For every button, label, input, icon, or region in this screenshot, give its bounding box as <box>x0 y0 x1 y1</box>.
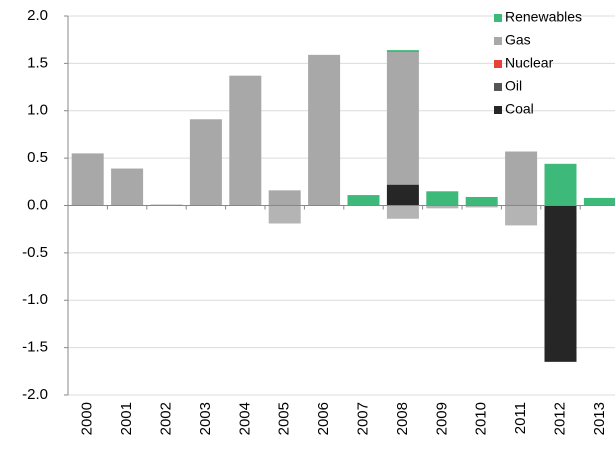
legend-swatch <box>494 37 502 45</box>
bar-segment <box>268 190 301 206</box>
x-tick-label: 2005 <box>276 402 293 435</box>
x-tick-label: 2000 <box>79 402 96 435</box>
x-tick-label: 2003 <box>197 402 214 435</box>
bar-segment <box>111 168 144 206</box>
y-tick-label: -2.0 <box>22 386 48 403</box>
x-tick-label: 2004 <box>236 402 253 435</box>
legend-label: Oil <box>505 78 522 94</box>
y-tick-label: 1.0 <box>27 102 48 119</box>
legend-swatch <box>494 14 502 22</box>
bar-segment <box>268 205 301 224</box>
bar-segment <box>544 205 577 362</box>
legend-swatch <box>494 83 502 91</box>
legend-swatch <box>494 60 502 68</box>
legend-label: Coal <box>505 101 534 117</box>
bar-segment <box>426 191 459 206</box>
x-tick-label: 2009 <box>433 402 450 435</box>
bar-segment <box>71 153 104 206</box>
y-tick-label: 2.0 <box>27 7 48 24</box>
legend-label: Gas <box>505 32 531 48</box>
y-tick-label: 0.5 <box>27 149 48 166</box>
bar-segment <box>386 50 419 53</box>
legend-swatch <box>494 106 502 114</box>
bar-segment <box>426 205 459 209</box>
bar-segment <box>583 197 615 206</box>
x-tick-label: 2011 <box>512 402 529 434</box>
bar-segment <box>386 52 419 185</box>
bar-segment <box>505 205 538 226</box>
x-tick-label: 2002 <box>157 402 174 435</box>
x-tick-label: 2012 <box>551 402 568 435</box>
y-tick-label: 0.0 <box>27 196 48 213</box>
y-tick-label: -1.5 <box>22 339 48 356</box>
x-tick-label: 2010 <box>473 402 490 435</box>
bar-segment <box>386 184 419 206</box>
legend-label: Renewables <box>505 9 582 25</box>
bar-segment <box>189 119 222 206</box>
bar-segment <box>229 75 262 206</box>
bar-segment <box>505 151 538 206</box>
legend-label: Nuclear <box>505 55 554 71</box>
x-tick-label: 2001 <box>118 402 135 435</box>
bar-segment <box>465 205 498 208</box>
bar-segment <box>386 205 419 219</box>
y-tick-label: -1.0 <box>22 291 48 308</box>
x-tick-label: 2008 <box>394 402 411 435</box>
bar-segment <box>544 163 577 206</box>
y-tick-label: -0.5 <box>22 244 48 261</box>
x-tick-label: 2013 <box>591 402 608 435</box>
bar-segment <box>308 54 341 206</box>
y-tick-label: 1.5 <box>27 54 48 71</box>
bar-segment <box>465 196 498 206</box>
x-tick-label: 2007 <box>354 402 371 435</box>
bar-segment <box>347 195 380 206</box>
x-tick-label: 2006 <box>315 402 332 435</box>
